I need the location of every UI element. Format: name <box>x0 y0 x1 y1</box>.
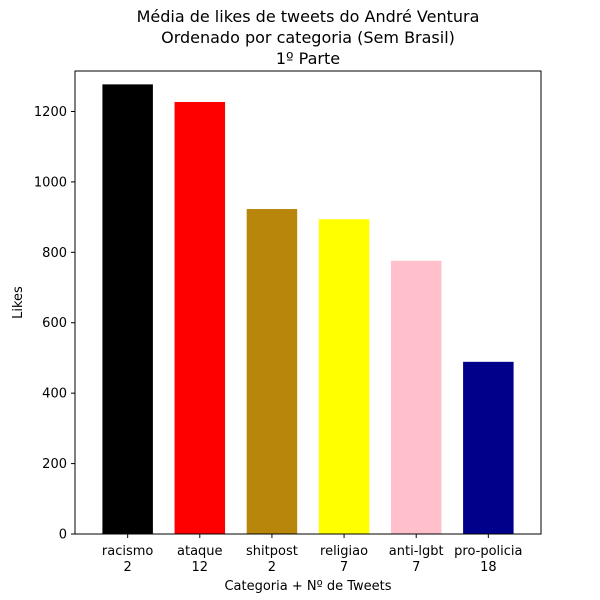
bar-ataque <box>174 101 226 534</box>
chart-title: Média de likes de tweets do André Ventur… <box>137 7 480 68</box>
x-tick-label-name: anti-lgbt <box>389 544 444 559</box>
bar-religiao <box>318 219 370 535</box>
x-axis-label: Categoria + Nº de Tweets <box>224 579 391 594</box>
chart-title-line: Ordenado por categoria (Sem Brasil) <box>161 28 455 47</box>
y-tick-label: 0 <box>59 528 67 543</box>
bar-racismo <box>102 84 153 535</box>
x-tick-label-count: 2 <box>268 560 276 575</box>
y-tick-label: 200 <box>42 457 67 472</box>
chart-title-line: Média de likes de tweets do André Ventur… <box>137 7 480 26</box>
y-tick-label: 1200 <box>34 105 67 120</box>
bars-group <box>102 84 514 535</box>
y-tick-label: 800 <box>42 246 67 261</box>
x-tick-label-count: 7 <box>340 560 348 575</box>
y-tick-label: 1000 <box>34 175 67 190</box>
y-axis: 0 200 400 600 800 1000 1200 <box>34 105 75 543</box>
x-tick-label-name: religiao <box>320 544 368 559</box>
x-tick-label-name: shitpost <box>246 544 298 559</box>
x-tick-label-count: 12 <box>192 560 209 575</box>
bar-anti-lgbt <box>390 260 442 534</box>
y-axis-label: Likes <box>11 286 26 319</box>
y-tick-label: 600 <box>42 316 67 331</box>
x-tick-label-name: ataque <box>177 544 223 559</box>
x-tick-label-count: 18 <box>480 560 497 575</box>
x-tick-label-name: racismo <box>102 544 154 559</box>
x-axis: racismo2ataque12shitpost2religiao7anti-l… <box>102 534 523 575</box>
plot-frame <box>74 70 542 535</box>
x-tick-label-count: 2 <box>124 560 132 575</box>
x-tick-label-count: 7 <box>412 560 420 575</box>
bar-pro-policia <box>463 361 514 534</box>
y-tick-label: 400 <box>42 387 67 402</box>
bar-shitpost <box>246 209 298 534</box>
x-tick-label-name: pro-policia <box>454 544 522 559</box>
chart-title-line: 1º Parte <box>276 49 340 68</box>
